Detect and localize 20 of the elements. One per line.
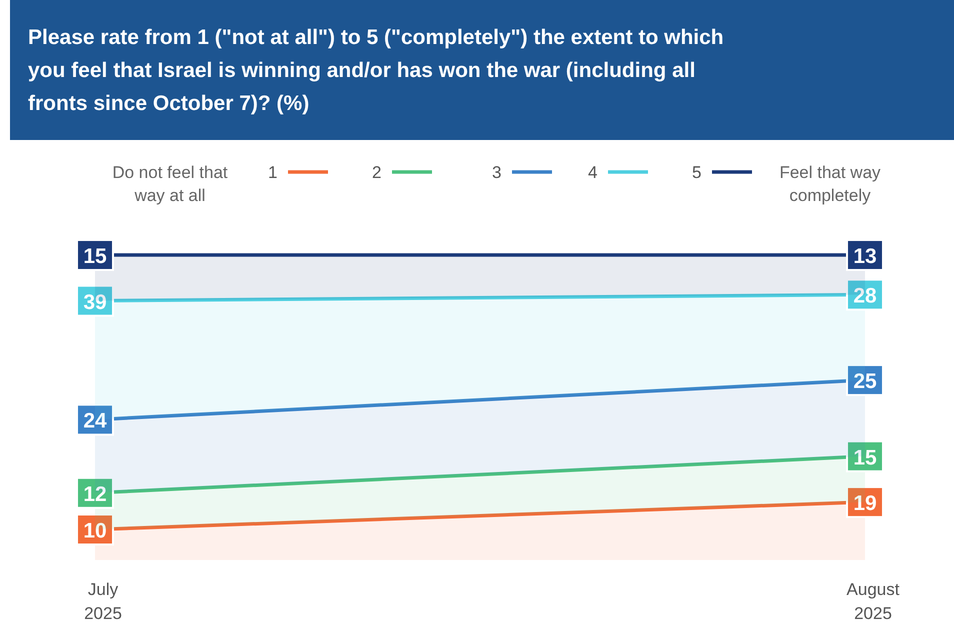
data-label: 28 [853, 284, 877, 308]
x-tick-label: August 2025 [846, 580, 900, 623]
data-label: 10 [83, 520, 107, 542]
data-label: 19 [853, 492, 877, 516]
data-label: 24 [83, 410, 107, 433]
data-label: 15 [853, 446, 877, 470]
chart-title: Please rate from 1 ("not at all") to 5 ("completely") the extent to which you feel that Israel is winning and/or has won the war (including all fronts since October 7)? (%) [28, 26, 724, 115]
legend-label: 1 [268, 163, 278, 182]
legend-label: 5 [692, 163, 702, 182]
data-label: 12 [83, 482, 107, 506]
text: Feel that way completely [779, 163, 882, 205]
data-label: 15 [83, 245, 107, 268]
legend-label: 2 [372, 163, 382, 182]
text: Do not feel that way at all [112, 163, 228, 205]
legend-label: 4 [588, 163, 598, 182]
x-tick-label: July 2025 [84, 580, 122, 623]
legend-label: 3 [492, 163, 502, 182]
data-label: 13 [853, 245, 877, 268]
data-label: 39 [83, 290, 107, 314]
data-label: 25 [853, 370, 877, 394]
